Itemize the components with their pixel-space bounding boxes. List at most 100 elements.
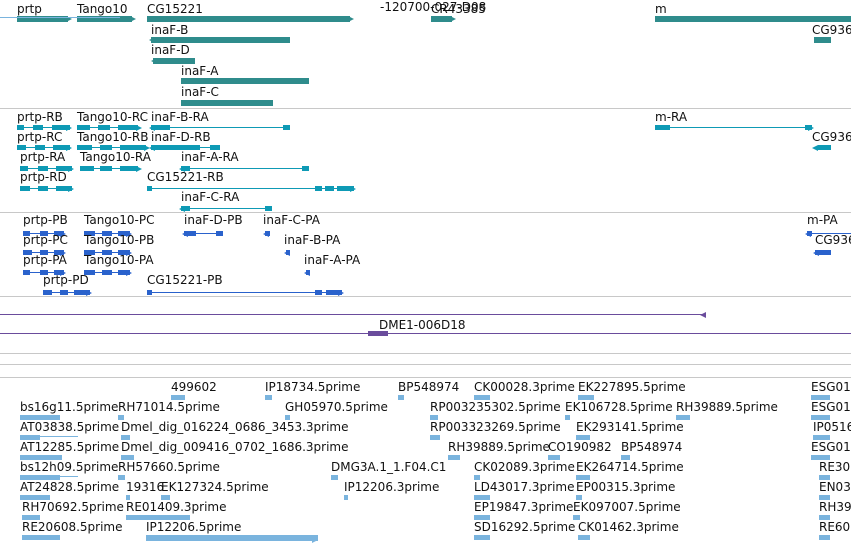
exon-block[interactable] [818,145,831,150]
exon-block[interactable] [54,250,64,255]
exon-block[interactable] [33,125,43,130]
exon-block[interactable] [118,231,130,236]
est-bar[interactable] [118,415,124,420]
est-bar[interactable] [22,535,60,540]
exon-block[interactable] [35,145,45,150]
est-bar[interactable] [121,435,130,440]
est-bar[interactable] [474,395,490,400]
gene-bar-inaf-d[interactable] [153,58,195,64]
exon-block[interactable] [147,290,152,295]
est-bar[interactable] [578,395,594,400]
est-bar[interactable] [331,475,338,480]
est-bar[interactable] [548,455,560,460]
exon-block[interactable] [283,125,290,130]
exon-block[interactable] [655,125,670,130]
est-bar[interactable] [22,515,40,520]
clone-line-lower[interactable] [0,333,851,334]
gene-bar-cr43385[interactable] [431,16,452,22]
gene-bar-inaf-b[interactable] [151,37,290,43]
intron-line[interactable] [807,233,851,234]
exon-block[interactable] [84,231,95,236]
est-bar[interactable] [811,415,830,420]
exon-block[interactable] [84,270,95,275]
exon-block[interactable] [56,166,72,171]
intron-line[interactable] [655,127,812,128]
exon-block[interactable] [40,270,48,275]
est-bar[interactable] [126,515,190,520]
est-bar[interactable] [811,455,830,460]
est-bar[interactable] [265,395,272,400]
est-bar[interactable] [474,535,490,540]
exon-block[interactable] [40,250,48,255]
exon-block[interactable] [325,186,334,191]
exon-block[interactable] [184,231,196,236]
gene-bar-tango10[interactable] [77,16,132,22]
exon-block[interactable] [53,145,70,150]
exon-block[interactable] [20,186,30,191]
exon-block[interactable] [216,231,223,236]
exon-block[interactable] [181,206,190,211]
est-bar[interactable] [565,415,570,420]
est-bar[interactable] [819,475,830,480]
exon-block[interactable] [265,206,272,211]
exon-block[interactable] [210,145,220,150]
intron-line[interactable] [151,127,290,128]
exon-block[interactable] [38,166,48,171]
est-bar[interactable] [576,435,590,440]
gene-bar-prtp[interactable] [17,16,68,22]
exon-block[interactable] [60,290,68,295]
intron-line[interactable] [181,208,272,209]
exon-block[interactable] [151,145,200,150]
est-bar[interactable] [121,455,134,460]
est-bar[interactable] [621,455,630,460]
est-bar[interactable] [20,415,60,420]
est-bar[interactable] [118,475,125,480]
exon-block[interactable] [40,231,48,236]
est-bar[interactable] [20,495,50,500]
est-bar[interactable] [285,415,290,420]
exon-block[interactable] [100,145,112,150]
intron-line[interactable] [17,127,70,128]
gene-bar-inaf-c[interactable] [181,100,273,106]
exon-block[interactable] [38,186,48,191]
est-bar[interactable] [819,535,830,540]
exon-block[interactable] [181,166,190,171]
est-bar[interactable] [819,495,830,500]
est-bar[interactable] [474,495,490,500]
exon-block[interactable] [23,270,30,275]
exon-block[interactable] [120,166,138,171]
est-bar[interactable] [578,535,590,540]
exon-block[interactable] [17,145,26,150]
est-bar[interactable] [430,435,440,440]
exon-block[interactable] [118,125,138,130]
exon-block[interactable] [56,186,72,191]
exon-block[interactable] [337,186,354,191]
est-bar[interactable] [573,515,580,520]
exon-block[interactable] [302,166,309,171]
exon-block[interactable] [326,290,342,295]
est-line[interactable] [20,476,78,477]
exon-block[interactable] [100,166,112,171]
exon-block[interactable] [147,186,152,191]
exon-block[interactable] [80,166,94,171]
est-bar[interactable] [171,395,185,400]
est-bar[interactable] [20,435,40,440]
gene-bar-cg936[interactable] [814,37,831,43]
est-bar[interactable] [474,475,480,480]
exon-block[interactable] [815,250,831,255]
est-line[interactable] [0,17,120,18]
est-bar[interactable] [20,455,62,460]
clone-block[interactable] [368,331,388,336]
est-bar[interactable] [576,495,582,500]
intron-line[interactable] [147,188,354,189]
intron-line[interactable] [77,147,148,148]
est-bar[interactable] [430,415,438,420]
est-bar[interactable] [161,495,170,500]
exon-block[interactable] [98,125,110,130]
gene-bar-m[interactable] [655,16,851,22]
exon-block[interactable] [54,231,64,236]
exon-block[interactable] [23,250,32,255]
est-line[interactable] [146,540,318,541]
exon-block[interactable] [17,125,24,130]
est-bar[interactable] [448,455,460,460]
